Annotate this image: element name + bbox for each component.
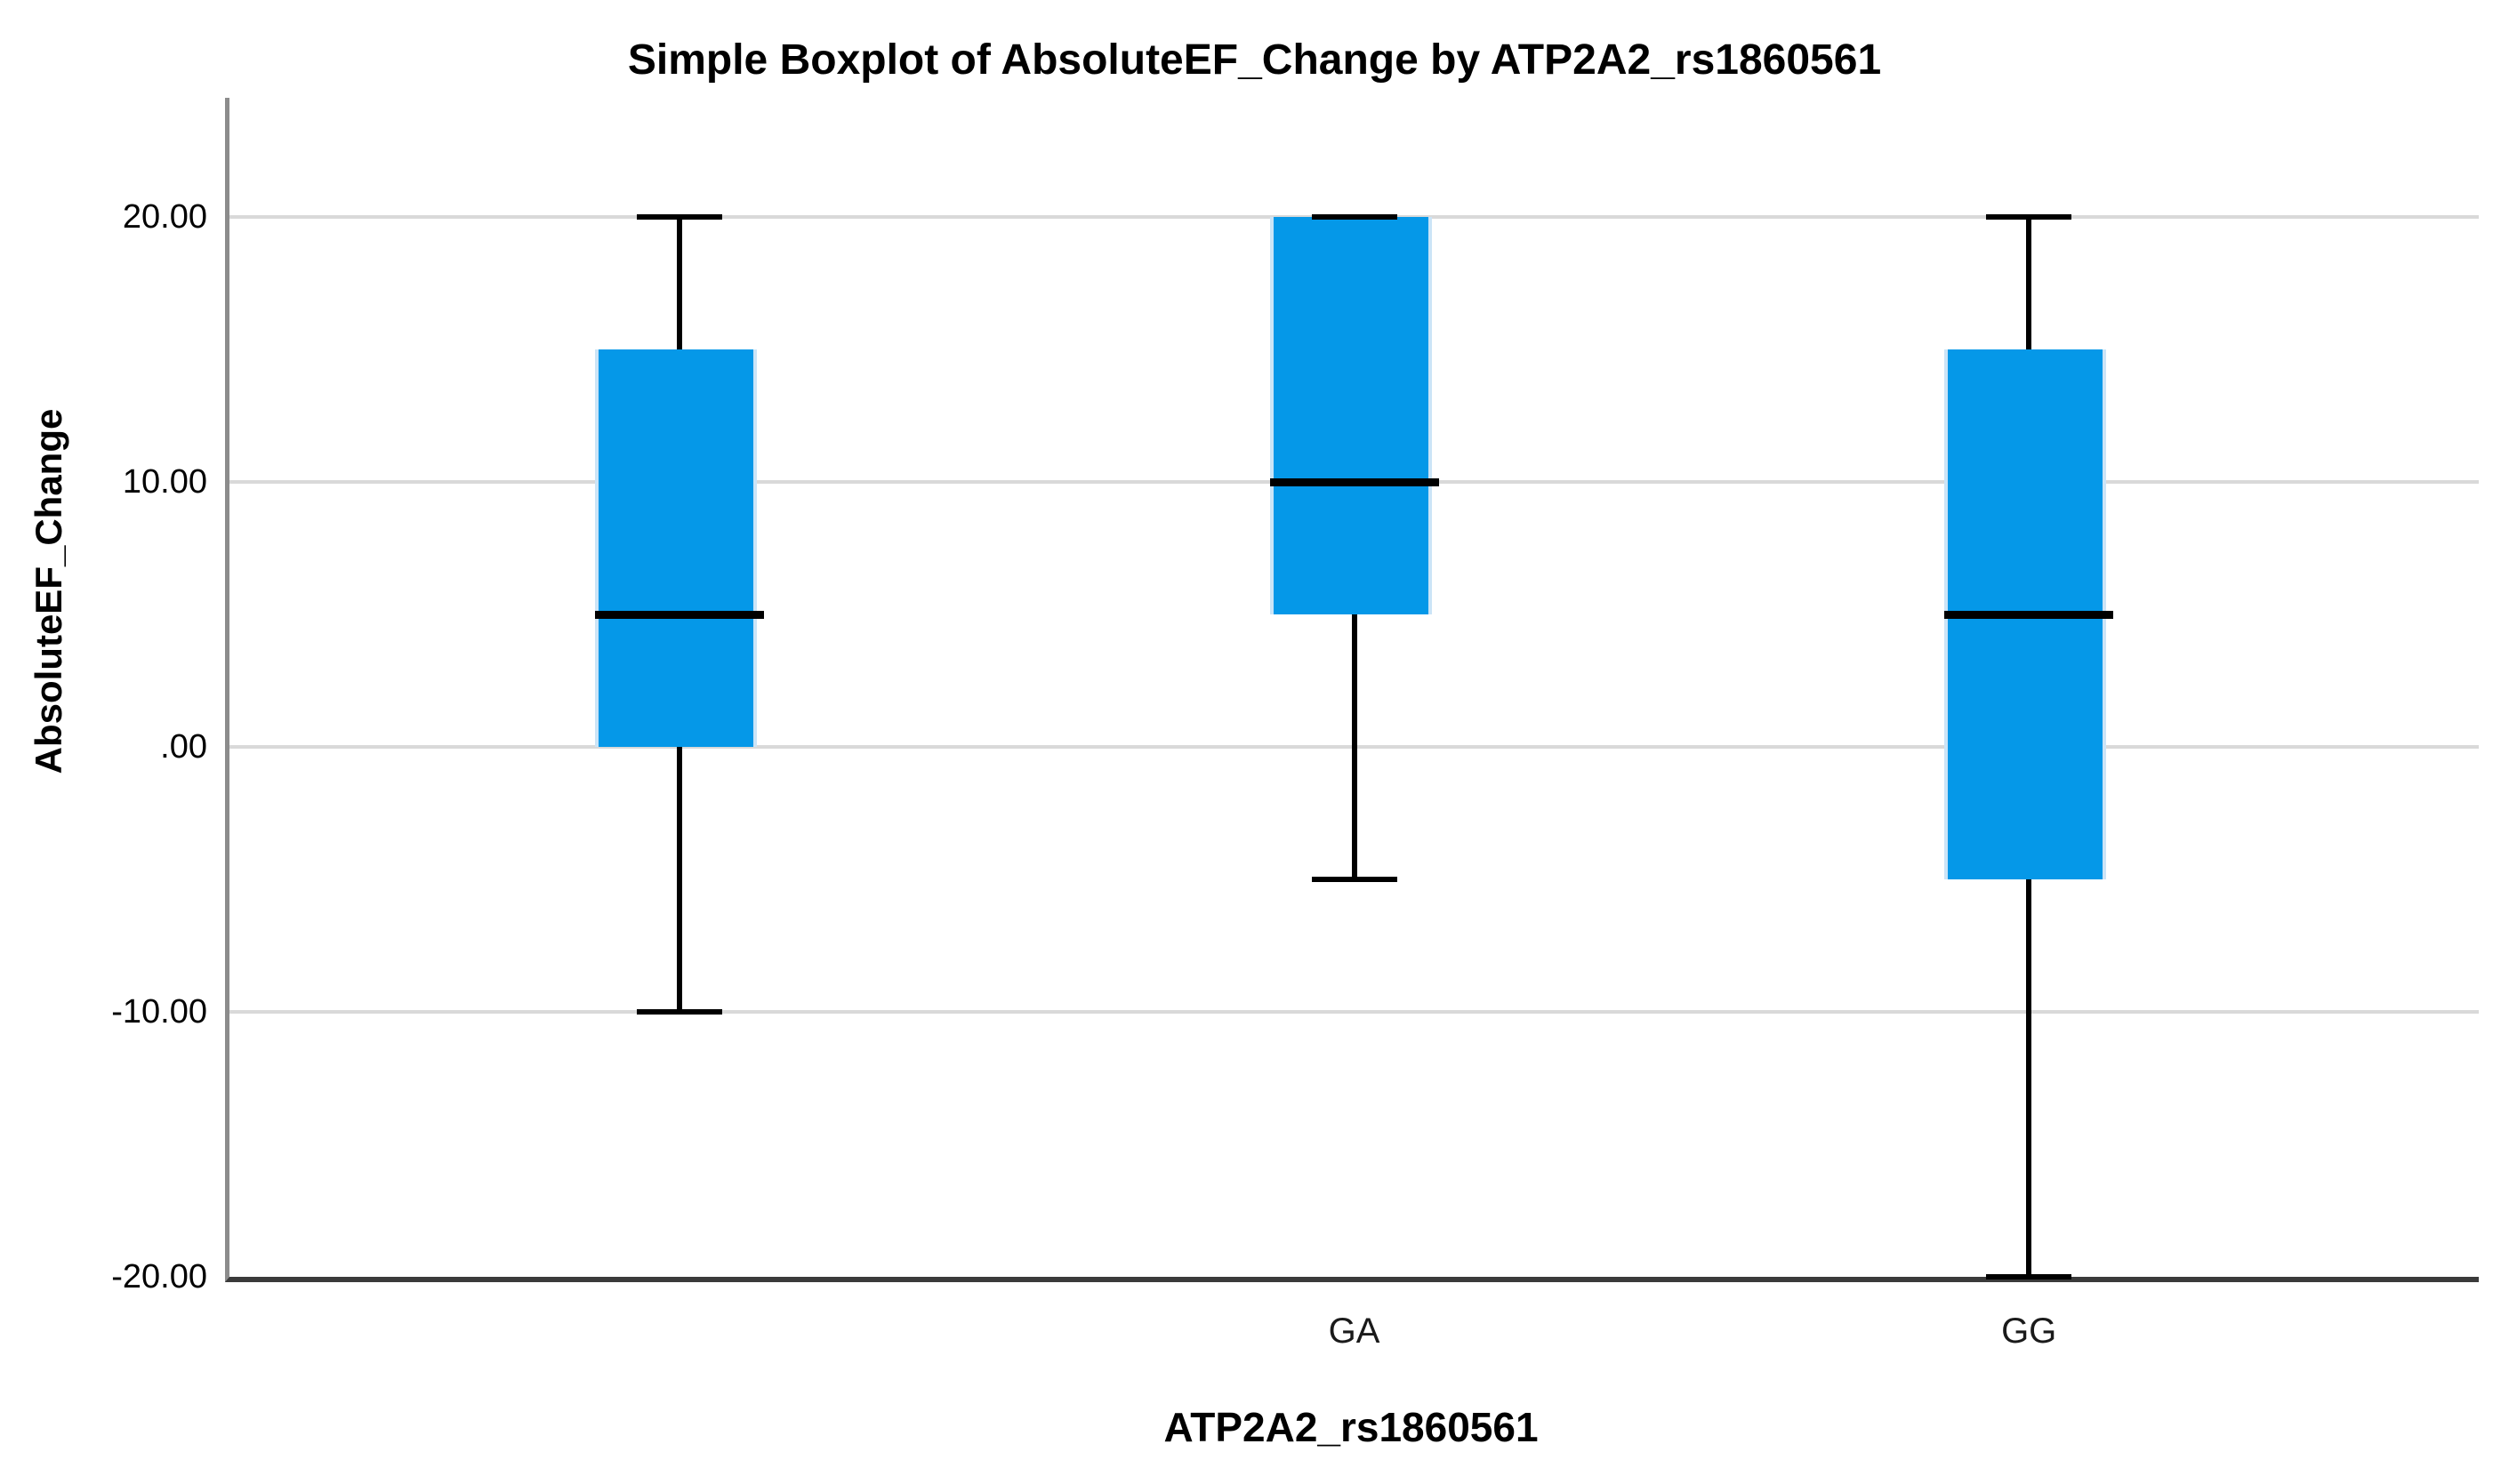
- chart-title: Simple Boxplot of AbsoluteEF_Change by A…: [627, 36, 1882, 84]
- whisker-cap-low-blank: [636, 1009, 722, 1015]
- plot-inner: [229, 98, 2479, 1279]
- whisker-lower-blank: [676, 747, 682, 1012]
- y-tick-label: .00: [160, 728, 207, 766]
- median-blank: [594, 610, 764, 619]
- y-tick-label: -10.00: [111, 993, 207, 1031]
- x-tick-label: [537, 1311, 822, 1352]
- whisker-lower-GG: [2026, 879, 2032, 1277]
- whisker-cap-low-GG: [1986, 1274, 2072, 1279]
- box-blank: [594, 349, 757, 748]
- x-tick-label: GG: [2001, 1312, 2057, 1351]
- whisker-cap-high-GA: [1311, 214, 1397, 221]
- x-axis-title: ATP2A2_rs1860561: [1163, 1404, 1539, 1450]
- whisker-upper-blank: [676, 217, 682, 350]
- whisker-cap-high-blank: [636, 214, 722, 221]
- whisker-upper-GG: [2026, 217, 2032, 350]
- whisker-cap-low-GA: [1311, 877, 1397, 883]
- gridline: [229, 1010, 2479, 1015]
- whisker-cap-high-GG: [1986, 214, 2072, 221]
- plot-area: [225, 98, 2479, 1282]
- y-tick-label: -20.00: [111, 1258, 207, 1295]
- whisker-lower-GA: [1351, 614, 1357, 880]
- median-GG: [1944, 610, 2114, 619]
- box-GA: [1269, 217, 1432, 615]
- y-tick-label: 10.00: [122, 463, 207, 501]
- y-axis-title: AbsoluteEF_Change: [28, 408, 69, 774]
- y-tick-label: 20.00: [122, 198, 207, 237]
- median-GA: [1269, 477, 1439, 486]
- x-tick-label: GA: [1328, 1312, 1380, 1351]
